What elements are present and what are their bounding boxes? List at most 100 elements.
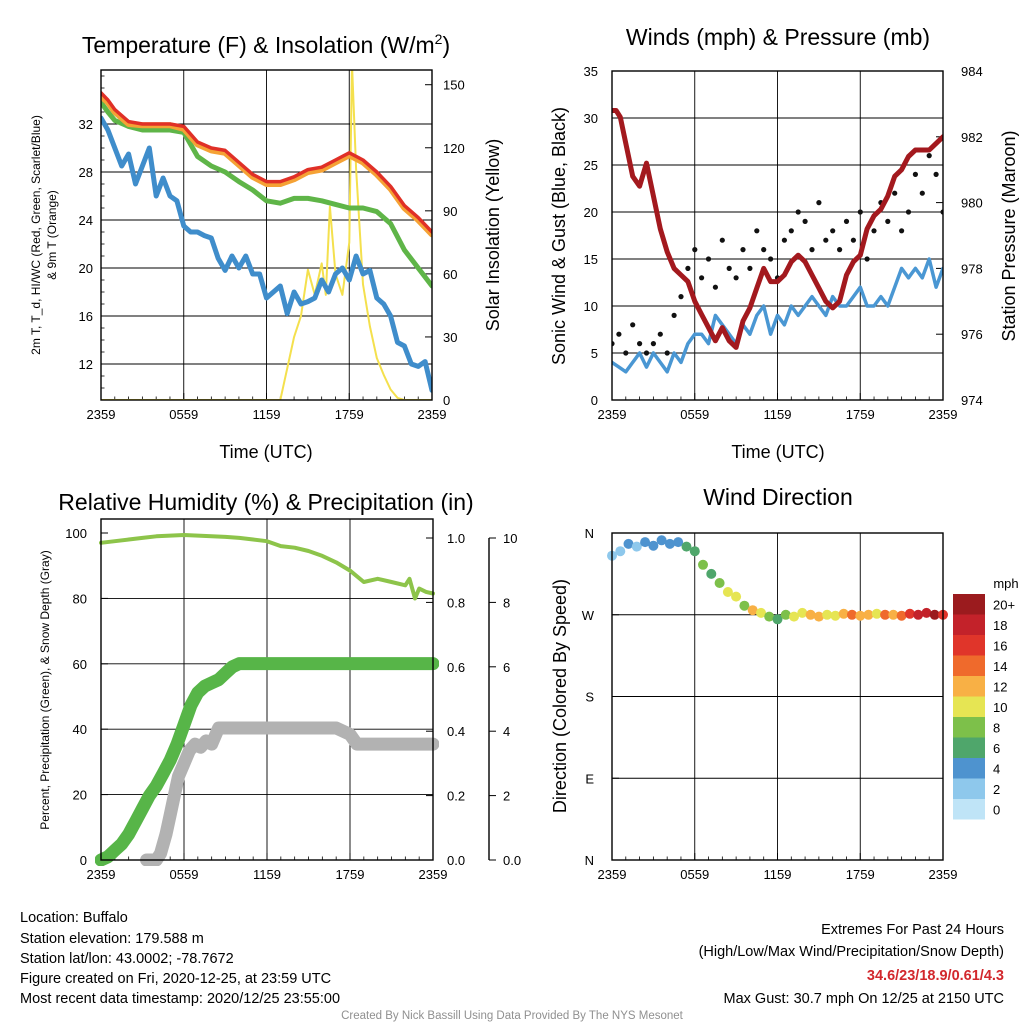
y-tick-label: 20 [79, 261, 93, 276]
y-tick-label: 28 [79, 165, 93, 180]
y2-tick-label: 0.2 [447, 789, 465, 804]
gust-point [699, 275, 705, 281]
dewpoint-line [101, 99, 432, 289]
legend-label: 16 [993, 638, 1007, 653]
title-part: Temperature (F) & Insolation (W/m [82, 32, 435, 58]
gust-point [657, 331, 663, 337]
direction-point [838, 608, 849, 619]
legend-label: 10 [993, 700, 1007, 715]
gust-point [650, 341, 657, 347]
y-tick-label: 15 [584, 252, 598, 267]
x-tick-label: 1159 [253, 867, 281, 882]
legend-swatch [953, 778, 985, 799]
y-tick-label: 30 [584, 111, 598, 126]
winds-pressure-panel: Winds (mph) & Pressure (mb) 0 5 10 15 20 25 30 3… [549, 24, 1019, 462]
gust-point [643, 350, 650, 356]
y-axis-label: Direction (Colored By Speed) [550, 579, 570, 813]
title-part: ) [442, 32, 450, 58]
y-tick-label: 100 [65, 526, 87, 541]
x-tick-label: 1759 [846, 407, 875, 422]
y2-tick-label: 974 [961, 393, 983, 408]
humidity-precip-panel: Relative Humidity (%) & Precipitation (i… [38, 489, 521, 882]
gust-point [623, 350, 629, 356]
gust-point [733, 275, 739, 281]
y-tick-label: 10 [584, 299, 598, 314]
direction-point [880, 609, 891, 620]
gust-point [788, 228, 794, 234]
direction-point [756, 607, 766, 618]
direction-point [863, 609, 874, 620]
direction-point [631, 541, 642, 552]
y-axis-label: & 9m T (Orange) [45, 190, 59, 280]
credit-line: Created By Nick Bassill Using Data Provi… [341, 1010, 684, 1022]
wind-direction-panel: Wind Direction N E S W N 2359 0559 1159 1759 2359 D… [550, 484, 1019, 882]
legend-swatch [953, 594, 985, 615]
legend-swatch [953, 655, 985, 676]
speed-legend: mph 0 2 4 6 8 10 12 14 16 18 20+ [953, 576, 1019, 820]
gust-point [712, 284, 719, 290]
direction-point [714, 578, 725, 588]
gust-point [830, 228, 836, 234]
extremes-values: 34.6/23/18.9/0.61/4.3 [867, 968, 1004, 984]
y2-tick-label: 150 [443, 78, 465, 93]
x-tick-label: 1759 [336, 867, 365, 882]
direction-point [913, 609, 924, 620]
y-tick-label: S [585, 690, 594, 705]
gust-point [664, 350, 670, 356]
max-gust: Max Gust: 30.7 mph On 12/25 at 2150 UTC [724, 991, 1004, 1007]
gust-point [864, 256, 870, 262]
gust-point [802, 218, 808, 224]
gust-point [885, 218, 891, 224]
winds-series [612, 108, 943, 374]
gust-point [823, 237, 829, 243]
direction-point [681, 541, 692, 552]
gust-point [616, 331, 622, 337]
legend-swatch [953, 635, 985, 656]
x-axis-label: Time (UTC) [731, 442, 824, 462]
y-tick-label: 5 [591, 346, 598, 361]
x-tick-label: 2359 [87, 407, 116, 422]
legend-title: mph [993, 576, 1018, 591]
gust-point [850, 237, 857, 243]
gust-point [630, 322, 636, 328]
legend-label: 18 [993, 618, 1007, 633]
temperature-2m-line [101, 91, 432, 234]
footer-created: Figure created on Fri, 2020-12-25, at 23… [20, 971, 331, 987]
y3-tick-label: 4 [503, 724, 510, 739]
y2-tick-label: 60 [443, 267, 457, 282]
gust-point [899, 228, 905, 234]
y2-tick-label: 984 [961, 64, 983, 79]
footer-latlon: Station lat/lon: 43.0002; -78.7672 [20, 951, 234, 967]
x-tick-label: 2359 [419, 867, 448, 882]
legend-label: 4 [993, 761, 1000, 776]
direction-point [896, 610, 907, 621]
legend-label: 0 [993, 802, 1000, 817]
y-tick-label: 40 [73, 722, 87, 737]
y2-tick-label: 0 [443, 393, 450, 408]
direction-point [747, 605, 758, 616]
direction-point [764, 611, 775, 622]
direction-point [739, 600, 750, 611]
x-tick-label: 2359 [929, 407, 958, 422]
y-tick-label: E [585, 771, 594, 786]
temperature-title: Temperature (F) & Insolation (W/m2) [82, 31, 450, 58]
direction-point [722, 587, 733, 597]
y2-tick-label: 0.6 [447, 660, 465, 675]
gust-point [892, 190, 898, 196]
gust-point [857, 209, 863, 215]
gust-point [719, 237, 725, 243]
gust-point [754, 228, 760, 234]
y3-tick-label: 8 [503, 595, 510, 610]
x-tick-label: 2359 [87, 867, 116, 882]
y-tick-label: 24 [79, 213, 93, 228]
direction-point [871, 608, 882, 619]
y2-tick-label: 980 [961, 196, 983, 211]
direction-point [623, 538, 634, 549]
x-tick-label: 2359 [929, 867, 958, 882]
gust-point [685, 265, 691, 271]
direction-point [904, 608, 915, 619]
y2-tick-label: 1.0 [447, 531, 465, 546]
legend-swatch [953, 717, 985, 738]
legend-label: 20+ [993, 597, 1015, 612]
